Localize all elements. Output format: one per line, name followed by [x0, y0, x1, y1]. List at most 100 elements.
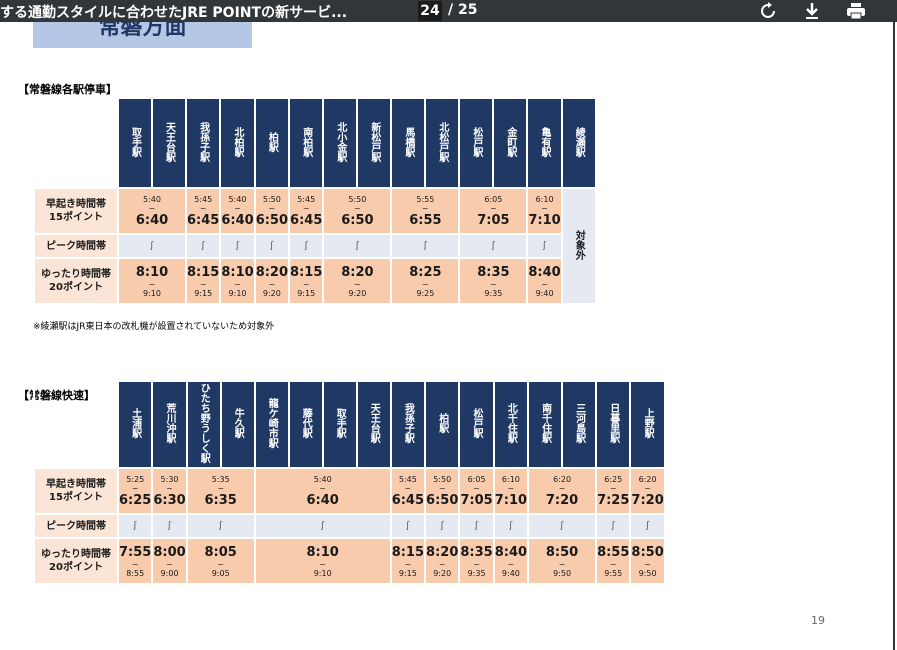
- start-time: 8:25: [409, 264, 442, 280]
- station-header: 綾瀬駅: [560, 97, 597, 189]
- end-time: 9:40: [501, 568, 520, 578]
- station-name: 天王台駅: [368, 403, 380, 443]
- time-cell: 8:20 ~9:20: [424, 537, 461, 585]
- separator: ~: [404, 559, 412, 569]
- end-time: 9:20: [262, 288, 281, 298]
- station-name: 新松戸駅: [368, 121, 380, 162]
- time-cell: 8:10 ~9:10: [117, 257, 187, 305]
- start-time: 8:00: [153, 544, 186, 560]
- table-caption: 【常磐線各駅停車】: [18, 83, 117, 96]
- start-time: 5:35: [211, 474, 230, 484]
- station-name: 馬橋駅: [402, 126, 414, 157]
- end-time: 9:35: [467, 568, 486, 578]
- time-cell: 5:45 ~6:45: [184, 187, 222, 235]
- end-time: 7:20: [631, 492, 664, 508]
- separator: ~: [541, 279, 548, 289]
- end-time: 7:05: [477, 212, 510, 228]
- station-name: 取手駅: [129, 126, 141, 157]
- station-header: 松戸駅: [458, 97, 495, 189]
- end-time: 9:20: [348, 288, 367, 298]
- start-time: 8:40: [494, 544, 528, 560]
- separator: ~: [609, 559, 617, 569]
- end-time: 6:45: [187, 212, 220, 228]
- separator: ~: [268, 279, 276, 289]
- time-cell: 8:40 ~9:40: [526, 257, 563, 305]
- time-cell: 5:50 ~6:50: [322, 187, 393, 235]
- time-cell: 5:30 ~6:30: [151, 467, 188, 515]
- station-header: 日暮里駅: [595, 380, 632, 469]
- separator: ~: [217, 483, 225, 493]
- start-time: 5:50: [348, 194, 367, 204]
- start-time: 5:40: [143, 194, 161, 204]
- station-name: 天王台駅: [163, 121, 175, 162]
- peak-cell: ʃ: [116, 513, 154, 539]
- start-time: 8:10: [135, 264, 169, 280]
- time-cell: 6:10 ~7:10: [526, 187, 563, 235]
- station-name: 日暮里駅: [607, 403, 619, 443]
- station-header: 亀有駅: [526, 97, 563, 189]
- end-time: 9:35: [484, 288, 503, 298]
- time-cell: 8:15 ~9:15: [184, 257, 222, 305]
- start-time: 5:45: [194, 194, 213, 204]
- end-time: 6:50: [426, 492, 459, 508]
- time-cell: 8:10 ~9:10: [253, 537, 392, 585]
- end-time: 6:45: [290, 212, 323, 228]
- row-label-line: ピーク時間帯: [46, 520, 106, 532]
- station-header: 柏駅: [253, 97, 291, 189]
- end-time: 9:20: [433, 568, 452, 578]
- separator: ~: [558, 483, 566, 493]
- station-header: 馬橋駅: [390, 97, 427, 189]
- peak-cell: ʃ: [151, 513, 188, 539]
- end-time: 9:55: [604, 568, 623, 578]
- separator: ~: [302, 279, 310, 289]
- end-time: 9:25: [416, 288, 435, 298]
- page-input[interactable]: 24: [418, 1, 442, 21]
- end-time: 8:55: [126, 568, 145, 578]
- end-time: 9:10: [313, 568, 332, 578]
- station-name: 我孫子駅: [402, 403, 414, 443]
- end-time: 7:05: [460, 492, 493, 508]
- station-name: 取手駅: [334, 408, 346, 438]
- start-time: 5:25: [126, 474, 145, 484]
- page-edge: [893, 22, 895, 650]
- separator: ~: [644, 559, 651, 569]
- download-button[interactable]: [802, 1, 822, 21]
- start-time: 8:50: [631, 544, 664, 560]
- start-time: 5:50: [433, 474, 452, 484]
- time-cell: 5:40 ~6:40: [117, 187, 187, 235]
- station-name: 柏駅: [266, 131, 278, 152]
- station-name: 藤代駅: [300, 408, 312, 438]
- start-time: 8:15: [187, 264, 220, 280]
- rotate-button[interactable]: [758, 1, 778, 21]
- peak-cell: ʃ: [629, 513, 666, 539]
- station-header: 藤代駅: [287, 380, 324, 469]
- station-header: 土浦駅: [116, 380, 154, 469]
- print-button[interactable]: [845, 1, 867, 21]
- time-cell: 6:05 ~7:05: [458, 187, 529, 235]
- end-time: 9:05: [211, 568, 230, 578]
- time-cell: 7:55 ~8:55: [116, 537, 154, 585]
- row-label-line: 早起き時間帯: [46, 199, 106, 210]
- peak-cell: ʃ: [389, 513, 427, 539]
- time-cell: 8:35 ~9:35: [458, 537, 495, 585]
- station-name: 南柏駅: [300, 126, 312, 157]
- start-time: 6:20: [553, 474, 572, 484]
- row-label-line: 15ポイント: [49, 492, 103, 503]
- station-header: 我孫子駅: [389, 380, 427, 469]
- separator: ~: [234, 279, 241, 289]
- station-name: 南千住駅: [539, 403, 551, 443]
- station-name: 土浦駅: [129, 408, 141, 438]
- start-time: 5:50: [262, 194, 281, 204]
- station-name: 上野駅: [642, 408, 654, 438]
- start-time: 8:20: [255, 264, 289, 280]
- peak-cell: ʃ: [527, 513, 598, 539]
- separator: ~: [541, 203, 548, 213]
- station-header: 牛久駅: [219, 380, 256, 469]
- separator: ~: [490, 203, 497, 213]
- start-time: 7:55: [119, 544, 152, 560]
- time-cell: 5:55 ~6:55: [390, 187, 461, 235]
- peak-cell: ʃ: [492, 513, 530, 539]
- station-name: 北柏駅: [232, 126, 244, 157]
- time-cell: 8:20 ~9:20: [253, 257, 291, 305]
- peak-cell: ʃ: [253, 513, 392, 539]
